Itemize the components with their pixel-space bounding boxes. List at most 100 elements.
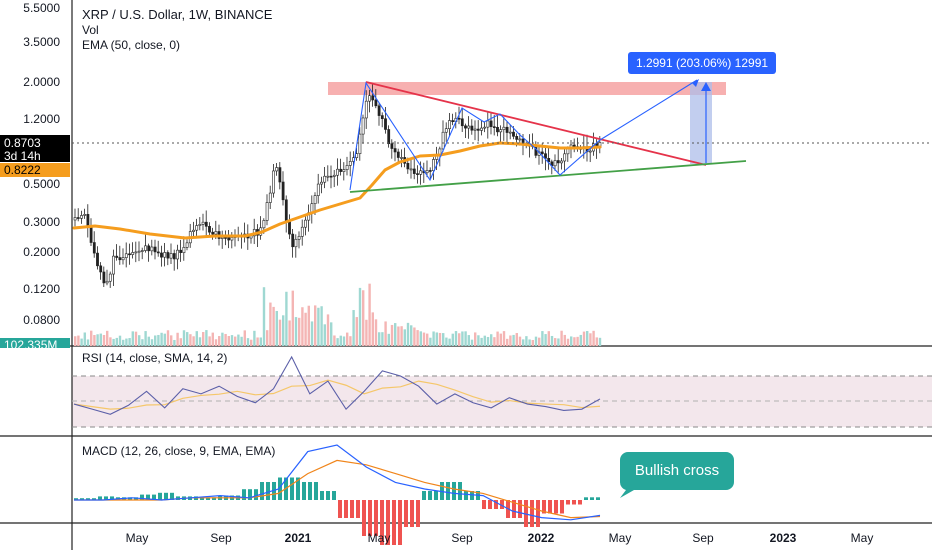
- time-tick-label: Sep: [451, 531, 473, 545]
- candle-body: [118, 257, 122, 261]
- candle-body: [224, 237, 227, 239]
- candle-body: [460, 118, 464, 127]
- macd-legend: MACD (12, 26, close, 9, EMA, EMA): [82, 444, 275, 458]
- measure-range-box[interactable]: [690, 82, 712, 164]
- volume-bar: [86, 339, 90, 346]
- volume-bar: [394, 323, 397, 346]
- volume-bar: [432, 331, 435, 346]
- candle-body: [380, 115, 384, 120]
- volume-bar: [291, 290, 294, 346]
- volume-bar: [352, 310, 355, 346]
- volume-bar: [371, 312, 374, 346]
- candle-body: [268, 192, 272, 203]
- macd-hist-bar: [164, 492, 168, 500]
- volume-bar: [256, 337, 259, 346]
- time-axis[interactable]: May Sep 2021 May Sep 2022 May Sep 2023 May: [126, 531, 874, 545]
- candle-body: [134, 251, 138, 254]
- zigzag-pattern[interactable]: [349, 79, 698, 191]
- rsi-line[interactable]: [73, 355, 601, 415]
- candle-body: [480, 127, 483, 131]
- macd-hist-bar: [152, 494, 156, 500]
- price-tick-label: 3.5000: [23, 35, 60, 49]
- candle-body: [368, 95, 371, 102]
- macd-hist-bar: [428, 491, 432, 500]
- volume-bar: [141, 339, 144, 346]
- macd-hist-bar: [398, 500, 402, 545]
- candle-body: [147, 245, 151, 252]
- volume-bar: [237, 334, 240, 346]
- volume-bar: [496, 331, 499, 346]
- volume-bar: [509, 335, 512, 346]
- ascending-trendline[interactable]: [349, 160, 747, 193]
- macd-hist-bar: [368, 500, 372, 536]
- volume-bar: [150, 339, 154, 346]
- candle-body: [284, 199, 288, 222]
- ema-legend: EMA (50, close, 0): [82, 38, 180, 52]
- volume-bar: [262, 287, 266, 346]
- volume-bar: [458, 333, 461, 346]
- candle-body: [112, 255, 115, 275]
- candle-body: [275, 167, 279, 172]
- candle-body: [156, 251, 160, 254]
- descending-trendline[interactable]: [365, 81, 707, 166]
- volume-bar: [240, 336, 243, 346]
- volume-bar: [234, 336, 237, 346]
- candle-body: [499, 129, 503, 133]
- candle-body: [192, 229, 195, 232]
- volume-bar: [138, 335, 141, 346]
- macd-hist-bar: [590, 497, 594, 500]
- macd-hist-bar: [392, 500, 396, 545]
- price-candles[interactable]: [73, 84, 602, 288]
- volume-bar: [74, 336, 77, 346]
- volume-bar: [77, 335, 80, 346]
- volume-bar: [592, 330, 595, 346]
- macd-hist-bar: [500, 500, 504, 509]
- macd-hist-bar: [434, 491, 438, 500]
- candle-body: [220, 237, 224, 239]
- volume-bar: [515, 333, 518, 346]
- macd-hist-bar: [332, 491, 336, 500]
- resistance-zone[interactable]: [328, 82, 726, 95]
- candle-body: [483, 126, 487, 129]
- candle-body: [316, 183, 320, 196]
- volume-bar: [422, 332, 426, 346]
- macd-line[interactable]: [74, 444, 601, 521]
- volume-bar: [525, 336, 528, 346]
- macd-hist-bar: [212, 497, 216, 500]
- volume-bar: [269, 302, 272, 346]
- macd-hist-bar: [422, 491, 426, 500]
- candle-body: [89, 227, 93, 243]
- macd-hist-bar: [272, 482, 276, 500]
- macd-hist-bar: [80, 498, 84, 500]
- volume-bar: [589, 333, 592, 346]
- candle-body: [448, 120, 451, 130]
- time-tick-label: May: [851, 531, 874, 545]
- volume-bar: [298, 317, 301, 346]
- volume-bar: [470, 339, 474, 346]
- macd-hist-bar: [572, 500, 576, 505]
- volume-bar: [464, 331, 467, 346]
- candle-body: [281, 181, 285, 201]
- volume-bar: [160, 332, 163, 346]
- volume-bar: [109, 337, 112, 346]
- volume-bar: [154, 335, 157, 346]
- macd-hist-bar: [350, 500, 354, 518]
- volume-bar: [342, 336, 346, 346]
- volume-bar: [502, 331, 506, 346]
- volume-bar: [214, 339, 218, 346]
- macd-hist-bar: [536, 500, 540, 527]
- volume-bar: [474, 332, 477, 346]
- macd-hist-bar: [584, 497, 588, 500]
- volume-bar: [374, 319, 378, 346]
- volume-bar: [230, 335, 234, 346]
- price-scale[interactable]: 5.5000 3.5000 2.0000 1.2000 0.5000 0.3000 0.20…: [23, 1, 60, 327]
- volume-bar: [102, 335, 106, 346]
- time-tick-label: 2022: [528, 531, 555, 545]
- macd-hist-bar: [140, 494, 144, 500]
- volume-bar: [410, 325, 413, 346]
- volume-bar: [272, 306, 275, 346]
- volume-bar: [134, 331, 138, 346]
- candle-body: [294, 238, 298, 248]
